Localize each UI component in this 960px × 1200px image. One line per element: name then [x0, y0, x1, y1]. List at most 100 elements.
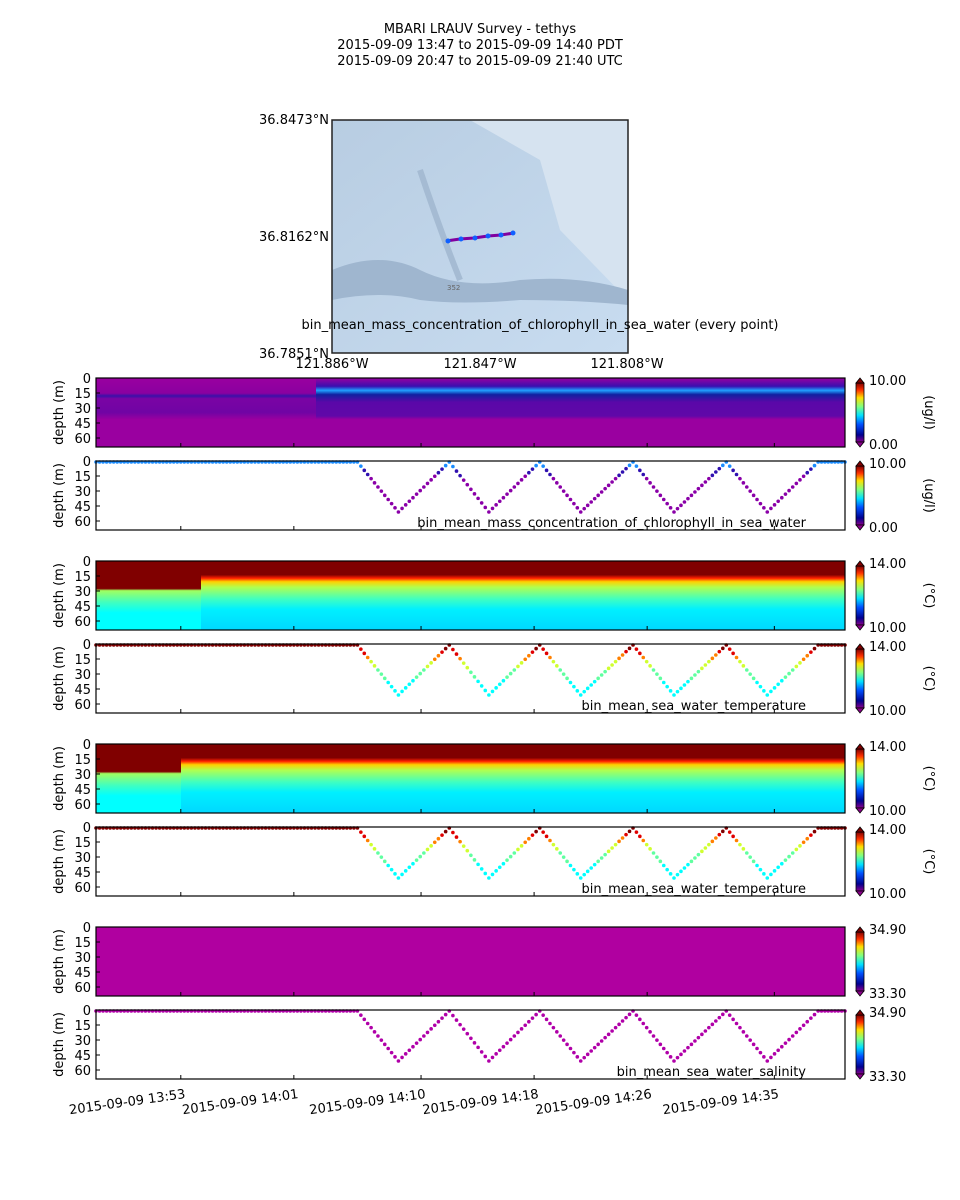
profile-point — [641, 472, 646, 477]
profile-point — [527, 836, 531, 841]
profile-point — [787, 488, 791, 493]
profile-point — [548, 472, 552, 477]
profile-point — [359, 1013, 363, 1017]
profile-point — [508, 488, 513, 493]
profile-point — [603, 486, 607, 491]
profile-point — [658, 1042, 663, 1047]
profile-point — [393, 506, 397, 510]
profile-point — [443, 463, 448, 468]
profile-point — [700, 849, 704, 854]
section-heatmap-left — [96, 744, 181, 813]
profile-point — [755, 497, 759, 502]
profile-point — [610, 480, 614, 484]
profile-point — [558, 668, 563, 672]
profile-point — [679, 869, 683, 874]
profile-point — [772, 1052, 777, 1056]
profile-point — [469, 853, 473, 858]
colorbar-scale — [855, 382, 865, 443]
x-tick-label: 2015-09-09 14:18 — [422, 1087, 540, 1118]
profile-point — [655, 1038, 659, 1042]
profile-point — [582, 506, 587, 511]
profile-point — [483, 688, 488, 693]
colorbar-max-label: 14.00 — [869, 640, 906, 655]
profile-point — [780, 678, 784, 683]
profile-point — [548, 1021, 552, 1026]
profile-point — [443, 829, 448, 834]
profile-point — [731, 1017, 735, 1022]
colorbar-scale — [855, 931, 865, 992]
profile-point — [487, 510, 491, 514]
profile-point — [494, 1052, 498, 1056]
profile-point — [429, 844, 433, 848]
profile-point — [440, 1016, 444, 1020]
profile-point — [359, 830, 363, 834]
profile-point — [465, 848, 470, 853]
profile-point — [572, 867, 576, 872]
profile-point — [772, 686, 777, 690]
y-tick-label: 0 — [83, 738, 91, 753]
profile-point — [686, 496, 690, 501]
title-line-2: 2015-09-09 13:47 to 2015-09-09 14:40 PDT — [337, 38, 623, 53]
profile-point — [469, 487, 473, 492]
profile-point — [425, 664, 430, 669]
profile-point — [776, 865, 780, 870]
profile-point — [762, 506, 766, 510]
profile-point — [425, 1030, 430, 1035]
y-tick-label: 60 — [74, 1064, 91, 1079]
profile-point — [617, 839, 621, 844]
profile-point — [675, 506, 680, 511]
profile-point — [710, 839, 715, 844]
profile-point — [776, 499, 780, 504]
profile-point — [801, 840, 806, 845]
profile-point — [721, 646, 725, 651]
profile-point — [389, 867, 394, 872]
profile-point — [422, 851, 426, 855]
profile-point — [672, 510, 676, 514]
profile-point — [648, 664, 652, 668]
profile-point — [407, 1048, 412, 1053]
profile-point — [794, 664, 799, 669]
y-tick-label: 60 — [74, 798, 91, 813]
y-tick-label: 30 — [74, 951, 91, 966]
profile-point — [516, 1030, 520, 1035]
profile-point — [555, 847, 559, 851]
profile-point — [505, 675, 509, 679]
y-tick-label: 30 — [74, 485, 91, 500]
profile-point — [772, 503, 777, 507]
colorbar-scale — [855, 1014, 865, 1075]
profile-point — [425, 847, 430, 852]
title-line-3: 2015-09-09 20:47 to 2015-09-09 21:40 UTC — [337, 54, 623, 69]
y-tick-label: 15 — [74, 1019, 91, 1034]
section-heatmap — [96, 744, 845, 813]
profile-point — [393, 872, 397, 876]
profile-point — [487, 876, 491, 880]
profile-point — [534, 463, 538, 468]
profile-point — [655, 672, 659, 676]
profile-point — [613, 842, 618, 847]
colorbar-max-extend — [855, 1009, 865, 1016]
profile-point — [748, 855, 752, 859]
y-tick-label: 30 — [74, 851, 91, 866]
profile-point — [369, 659, 373, 664]
profile-point — [798, 1027, 802, 1031]
profile-point — [783, 1041, 788, 1045]
profile-point — [648, 481, 652, 485]
profile-point — [787, 854, 791, 859]
profile-point — [790, 668, 795, 672]
colorbar-max-label: 10.00 — [869, 457, 906, 472]
profile-point — [700, 666, 704, 671]
profile-point — [599, 490, 604, 494]
profile-point — [516, 481, 520, 486]
profile-point — [682, 1049, 687, 1053]
profile-point — [585, 686, 590, 691]
y-tick-label: 15 — [74, 836, 91, 851]
y-tick-label: 60 — [74, 698, 91, 713]
profile-point — [487, 693, 491, 697]
profile-point — [400, 689, 404, 694]
profile-point — [700, 483, 704, 488]
profile-point — [585, 503, 590, 508]
profile-point — [429, 1027, 433, 1031]
colorbar: 10.00 0.00 (ug/l) — [855, 374, 936, 453]
profile-point — [758, 501, 763, 506]
